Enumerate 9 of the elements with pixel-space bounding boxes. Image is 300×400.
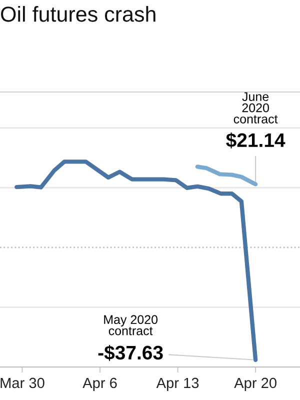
data-label: $21.14	[226, 132, 286, 148]
annotation: May 2020 contract	[104, 315, 158, 336]
chart-title: Oil futures crash	[1, 6, 156, 22]
data-label: -$37.63	[98, 344, 163, 361]
x-tick-label: Apr 6	[82, 378, 117, 392]
x-tick-label: Apr 13	[156, 378, 199, 392]
annotation: June 2020 contract	[234, 92, 278, 124]
x-tick-label: Mar 30	[0, 378, 44, 388]
x-tick-label: Apr 20	[234, 378, 276, 392]
